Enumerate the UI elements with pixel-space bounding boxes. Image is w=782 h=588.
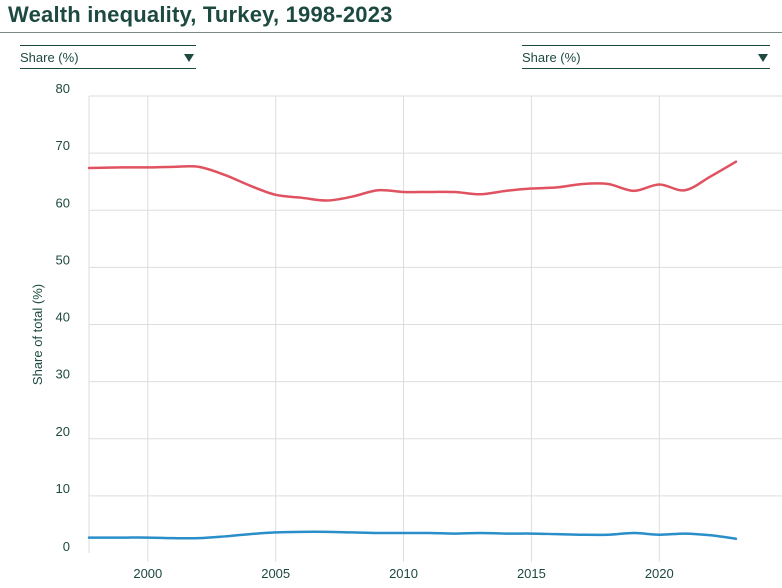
y-tick-label: 60 xyxy=(56,195,70,210)
series-line-bottom-share xyxy=(87,530,738,540)
y-tick-label: 20 xyxy=(56,424,70,439)
y-tick-label: 50 xyxy=(56,252,70,267)
right-dropdown-label: Share (%) xyxy=(522,50,581,65)
y-tick-label: 0 xyxy=(63,539,70,554)
grid-layer xyxy=(88,95,782,562)
y-axis-title: Share of total (%) xyxy=(30,284,45,385)
y-tick-label: 70 xyxy=(56,138,70,153)
page-title: Wealth inequality, Turkey, 1998-2023 xyxy=(8,2,393,27)
left-metric-dropdown[interactable]: Share (%) xyxy=(20,45,196,69)
title-divider xyxy=(0,32,782,33)
x-tick-label: 2005 xyxy=(261,566,290,581)
label-layer: 0 10 20 30 40 50 60 70 80 2000 2005 2010 2015 2020 Sha… xyxy=(30,81,674,581)
y-tick-label: 30 xyxy=(56,367,70,382)
right-metric-dropdown[interactable]: Share (%) xyxy=(522,45,770,69)
x-tick-label: 2010 xyxy=(389,566,418,581)
caret-down-icon xyxy=(758,54,768,62)
left-dropdown-label: Share (%) xyxy=(20,50,79,65)
y-tick-label: 80 xyxy=(56,81,70,96)
x-tick-label: 2000 xyxy=(133,566,162,581)
caret-down-icon xyxy=(184,54,194,62)
x-tick-label: 2015 xyxy=(517,566,546,581)
x-tick-label: 2020 xyxy=(645,566,674,581)
series-layer xyxy=(87,160,738,540)
y-tick-label: 40 xyxy=(56,310,70,325)
y-tick-label: 10 xyxy=(56,481,70,496)
series-line-top-share xyxy=(87,160,738,202)
